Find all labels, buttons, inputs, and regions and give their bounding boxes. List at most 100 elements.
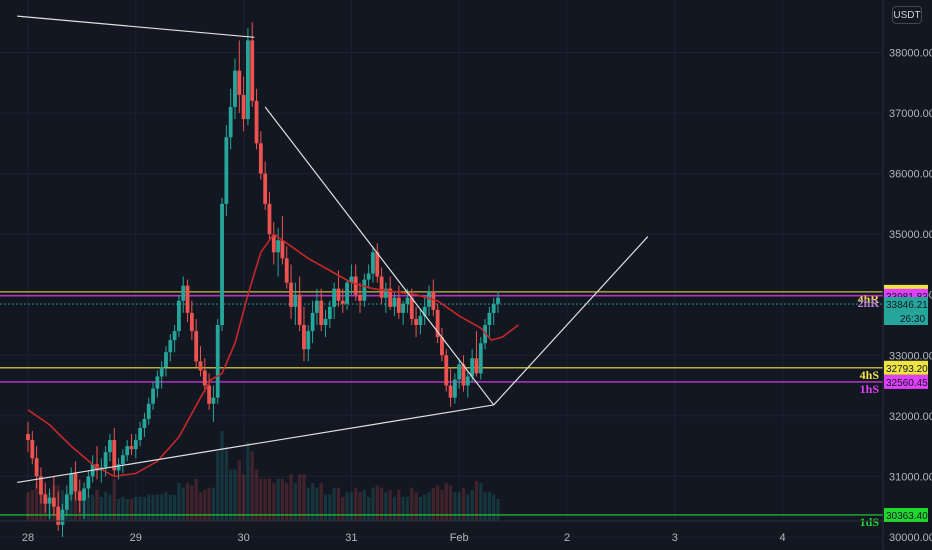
candle-body xyxy=(427,291,431,307)
candle-body xyxy=(487,312,492,325)
candle-body xyxy=(211,397,216,404)
volume-bar xyxy=(203,490,207,521)
volume-bar xyxy=(35,483,39,521)
volume-bar xyxy=(73,485,78,521)
price-badges: 34046.8233981.8333846.2132793.2032560.45… xyxy=(884,284,928,522)
volume-bar xyxy=(427,492,431,521)
candle-body xyxy=(112,440,117,471)
volume-bar xyxy=(242,474,246,521)
candle-body xyxy=(340,300,345,304)
trend-lines xyxy=(17,15,649,484)
candle-body xyxy=(151,388,155,404)
volume-bar xyxy=(26,492,30,521)
candle-body xyxy=(177,300,181,332)
volume-bar xyxy=(470,490,474,521)
volume-bar xyxy=(224,446,228,521)
volume-bar xyxy=(345,492,349,521)
volume-bar xyxy=(250,451,254,521)
volume-bar xyxy=(220,431,224,521)
candle-body xyxy=(246,40,250,120)
time-tick-label: 28 xyxy=(22,532,34,544)
volume-bar xyxy=(254,469,259,521)
volume-bar xyxy=(30,490,34,521)
volume-bar xyxy=(194,478,198,521)
candle-body xyxy=(276,240,280,253)
volume-bar xyxy=(392,496,397,521)
candle-body xyxy=(125,446,130,456)
time-axis[interactable]: 28 29 30 31 Feb 2 3 4 xyxy=(22,532,786,544)
candle-body xyxy=(155,376,160,389)
volume-bar xyxy=(448,485,453,521)
volume-bar xyxy=(410,487,414,521)
candle-body xyxy=(435,309,440,338)
candle-body xyxy=(43,494,48,504)
price-tick-label: 36000.00 xyxy=(889,169,932,181)
candle-body xyxy=(82,488,86,501)
candle-body xyxy=(77,491,82,501)
candles xyxy=(26,22,500,537)
candle-body xyxy=(297,294,302,325)
candle-body xyxy=(207,385,212,404)
volume-bar xyxy=(457,492,461,521)
volume-bar xyxy=(323,494,328,521)
price-tick-label: 35000.00 xyxy=(889,229,932,241)
currency-label[interactable]: USDT xyxy=(892,6,922,24)
candle-body xyxy=(120,455,125,465)
candle-body xyxy=(142,418,147,428)
volume-bar xyxy=(289,474,293,521)
volume-bars xyxy=(26,431,500,521)
volume-bar xyxy=(492,494,496,521)
time-tick-label: 3 xyxy=(672,532,678,544)
candle-body xyxy=(237,70,242,95)
volume-bar xyxy=(358,492,362,521)
volume-bar xyxy=(108,494,112,521)
candle-body xyxy=(172,331,177,341)
candle-body xyxy=(228,106,233,138)
volume-bar xyxy=(160,494,164,521)
candle-body xyxy=(418,315,423,325)
candle-body xyxy=(319,300,324,325)
volume-bar xyxy=(99,496,103,521)
level-tag: 1hS xyxy=(860,382,880,396)
volume-bar xyxy=(479,483,483,521)
time-tick-label: 29 xyxy=(130,532,142,544)
volume-bar xyxy=(164,492,168,521)
volume-bar xyxy=(134,496,138,521)
volume-bar xyxy=(177,483,181,521)
candle-body xyxy=(366,273,371,280)
volume-bar xyxy=(371,487,375,521)
candle-body xyxy=(336,288,341,301)
candle-body xyxy=(30,440,35,459)
candle-body xyxy=(293,294,298,307)
candle-body xyxy=(254,100,259,144)
candle-body xyxy=(194,331,199,362)
candle-body xyxy=(181,285,186,301)
candle-body xyxy=(422,306,427,316)
price-badge-label: 30363.40 xyxy=(886,511,928,522)
level-tag: 4hS xyxy=(860,368,880,382)
candle-body xyxy=(271,234,276,253)
volume-bar xyxy=(91,494,95,521)
candle-body xyxy=(444,355,449,386)
candle-body xyxy=(64,494,69,510)
candle-body xyxy=(332,288,337,307)
volume-bar xyxy=(405,496,410,521)
candle-body xyxy=(310,312,315,332)
candle-body xyxy=(345,282,349,304)
candle-body xyxy=(323,318,328,325)
candle-body xyxy=(383,288,388,298)
volume-bar xyxy=(302,474,306,521)
volume-bar xyxy=(263,478,267,521)
candle-body xyxy=(69,473,74,495)
volume-bar xyxy=(246,442,250,521)
trend-line xyxy=(17,404,494,484)
volume-bar xyxy=(328,494,332,521)
volume-bar xyxy=(453,492,457,521)
candle-body xyxy=(189,312,194,332)
candle-body xyxy=(198,361,203,371)
candle-body xyxy=(60,509,65,525)
candle-body xyxy=(465,376,470,386)
time-tick-label: 4 xyxy=(780,532,786,544)
candle-body xyxy=(224,137,229,204)
